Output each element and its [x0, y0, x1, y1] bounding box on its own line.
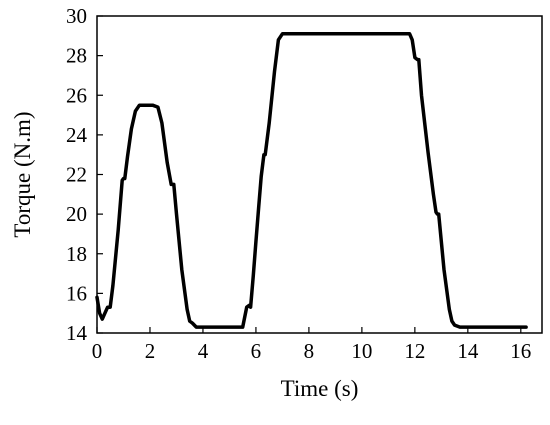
y-tick-label: 28 [66, 44, 87, 68]
axis-ticks [96, 15, 522, 334]
y-tick-label: 26 [66, 83, 87, 107]
y-tick-label: 16 [66, 281, 87, 305]
x-tick-label: 16 [510, 339, 531, 363]
x-tick-label: 6 [251, 339, 262, 363]
y-tick-label: 30 [66, 4, 87, 28]
torque-series-line [95, 32, 528, 329]
y-tick-label: 24 [66, 123, 88, 147]
x-tick-label: 0 [92, 339, 103, 363]
plot-frame [96, 15, 543, 334]
x-tick-label: 10 [351, 339, 372, 363]
x-tick-label: 12 [404, 339, 425, 363]
x-tick-label: 14 [457, 339, 479, 363]
x-tick-label: 8 [304, 339, 315, 363]
y-axis-title: Torque (N.m) [10, 111, 35, 237]
x-tick-label: 2 [145, 339, 156, 363]
y-tick-label: 22 [66, 163, 87, 187]
y-tick-labels: 14 16 18 20 22 24 26 28 30 [66, 4, 88, 345]
y-tick-label: 20 [66, 202, 87, 226]
y-tick-label: 18 [66, 242, 87, 266]
y-tick-label: 14 [66, 321, 88, 345]
x-axis-title: Time (s) [281, 376, 359, 401]
x-tick-labels: 0 2 4 6 8 10 12 14 16 [92, 339, 532, 363]
x-tick-label: 4 [198, 339, 209, 363]
